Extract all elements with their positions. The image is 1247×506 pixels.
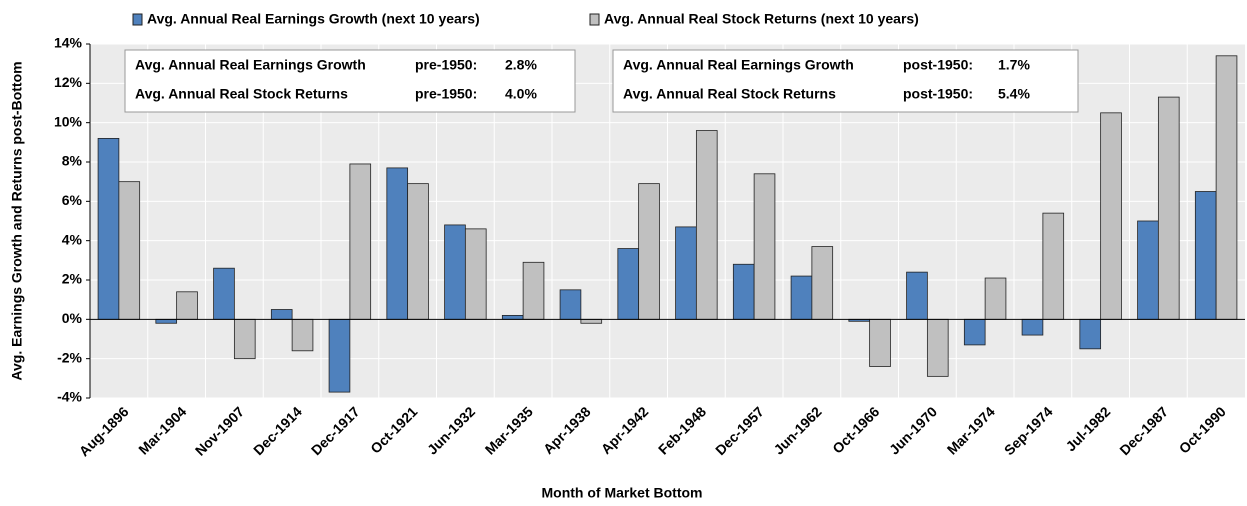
x-axis-label: Month of Market Bottom — [542, 485, 703, 501]
annotation-box — [124, 49, 576, 113]
bar — [213, 267, 235, 320]
x-tick-label: Mar-1974 — [944, 403, 998, 457]
bar — [1137, 220, 1159, 320]
y-tick-label: 6% — [62, 192, 83, 208]
bar — [695, 130, 718, 320]
bar — [638, 183, 660, 320]
x-tick-label: Sep-1974 — [1001, 403, 1056, 458]
bar — [869, 318, 891, 367]
bar — [501, 314, 524, 320]
bar — [559, 289, 582, 320]
bar — [270, 309, 293, 320]
bar — [444, 224, 466, 320]
y-tick-label: 4% — [62, 231, 83, 247]
bar — [580, 318, 603, 324]
bar — [118, 181, 141, 320]
bar — [1042, 212, 1065, 320]
x-tick-label: Nov-1907 — [192, 403, 247, 458]
x-tick-label: Mar-1904 — [135, 403, 189, 457]
y-tick-label: -2% — [57, 349, 82, 365]
bar — [1021, 318, 1044, 336]
bar — [155, 318, 178, 324]
x-tick-label: Jul-1982 — [1062, 403, 1113, 454]
annotation-text: 4.0% — [505, 86, 537, 102]
legend-swatch — [589, 13, 600, 26]
legend-swatch — [132, 13, 143, 26]
bar — [1215, 55, 1238, 320]
bar — [926, 318, 949, 377]
bar — [464, 228, 487, 320]
x-tick-label: Feb-1948 — [655, 403, 709, 457]
x-tick-label: Aug-1896 — [76, 403, 132, 459]
bar — [1157, 96, 1180, 320]
bar — [1079, 318, 1102, 350]
x-tick-label: Oct-1990 — [1176, 403, 1229, 456]
annotation-text: 5.4% — [998, 86, 1030, 102]
bar — [617, 248, 640, 320]
annotation-text: 2.8% — [505, 57, 537, 73]
y-tick-label: 2% — [62, 271, 83, 287]
annotation-box — [612, 49, 1079, 113]
bar — [328, 318, 351, 393]
bar — [176, 291, 198, 320]
bar — [386, 167, 409, 320]
x-tick-label: Dec-1917 — [308, 403, 363, 458]
bar — [963, 318, 986, 346]
bar — [522, 261, 545, 320]
x-tick-label: Dec-1957 — [712, 403, 767, 458]
x-tick-label: Jun-1962 — [770, 403, 824, 457]
annotation-text: Avg. Annual Real Earnings Growth — [135, 57, 366, 73]
x-tick-label: Dec-1987 — [1116, 403, 1171, 458]
annotation-text: post-1950: — [903, 86, 973, 102]
y-tick-label: 10% — [54, 113, 83, 129]
y-tick-label: -4% — [57, 389, 82, 405]
y-tick-label: 0% — [62, 310, 83, 326]
bar — [1194, 191, 1217, 320]
bar — [811, 246, 834, 320]
bar — [732, 263, 755, 320]
bar — [349, 163, 372, 320]
x-tick-label: Mar-1935 — [482, 403, 536, 457]
bar — [1100, 112, 1122, 320]
x-tick-label: Apr-1938 — [540, 403, 594, 457]
bar — [407, 183, 429, 320]
x-tick-label: Jun-1970 — [886, 403, 940, 457]
annotation-text: 1.7% — [998, 57, 1030, 73]
annotation-text: Avg. Annual Real Earnings Growth — [623, 57, 854, 73]
bar — [291, 318, 314, 352]
legend-label: Avg. Annual Real Earnings Growth (next 1… — [147, 11, 480, 27]
annotation-text: pre-1950: — [415, 86, 477, 102]
legend-label: Avg. Annual Real Stock Returns (next 10 … — [604, 11, 919, 27]
annotation-text: Avg. Annual Real Stock Returns — [135, 86, 348, 102]
bar — [97, 137, 120, 320]
bar — [753, 173, 776, 320]
annotation-text: post-1950: — [903, 57, 973, 73]
x-tick-label: Oct-1966 — [829, 403, 882, 456]
x-tick-label: Apr-1942 — [598, 403, 652, 457]
annotation-text: pre-1950: — [415, 57, 477, 73]
bar — [675, 226, 697, 320]
x-tick-label: Jun-1932 — [424, 403, 478, 457]
annotation-text: Avg. Annual Real Stock Returns — [623, 86, 836, 102]
y-tick-label: 8% — [62, 153, 83, 169]
x-tick-label: Oct-1921 — [367, 403, 420, 456]
x-tick-label: Dec-1914 — [250, 403, 305, 458]
bar — [233, 318, 256, 360]
y-tick-label: 12% — [54, 74, 83, 90]
y-axis-label: Avg. Earnings Growth and Returns post-Bo… — [9, 61, 25, 380]
y-tick-label: 14% — [54, 35, 83, 51]
bar — [906, 271, 928, 320]
bar — [790, 275, 813, 320]
bar — [984, 277, 1007, 320]
